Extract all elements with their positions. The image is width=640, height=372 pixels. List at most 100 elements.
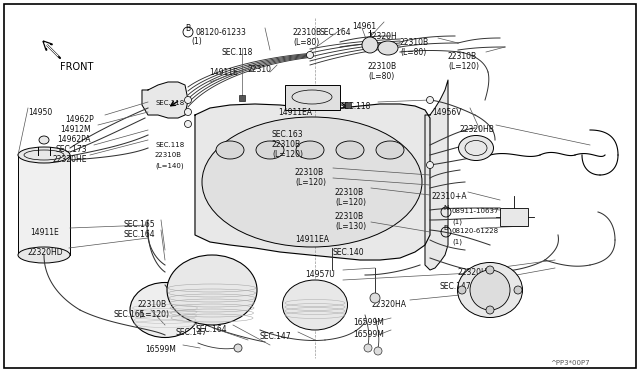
- Text: SEC.163: SEC.163: [272, 130, 303, 139]
- Circle shape: [458, 286, 466, 294]
- Text: SEC.118: SEC.118: [340, 102, 371, 111]
- Text: 14950: 14950: [28, 108, 52, 117]
- Text: SEC.165: SEC.165: [113, 310, 145, 319]
- Ellipse shape: [282, 280, 348, 330]
- Text: 14911EA: 14911EA: [278, 108, 312, 117]
- Text: 14962P: 14962P: [65, 115, 93, 124]
- Ellipse shape: [378, 41, 398, 55]
- Text: 16599M: 16599M: [145, 345, 176, 354]
- Ellipse shape: [216, 141, 244, 159]
- Text: SEC.147: SEC.147: [440, 282, 472, 291]
- Circle shape: [486, 306, 494, 314]
- Text: (L=120): (L=120): [295, 178, 326, 187]
- Text: 22310+A: 22310+A: [432, 192, 468, 201]
- Circle shape: [426, 161, 433, 169]
- Text: 22310B: 22310B: [448, 52, 477, 61]
- Text: 22310B: 22310B: [335, 212, 364, 221]
- Text: SEC.164: SEC.164: [123, 230, 155, 239]
- Circle shape: [184, 121, 191, 128]
- Text: N: N: [444, 205, 449, 211]
- Text: (L=120): (L=120): [272, 150, 303, 159]
- Text: 14912M: 14912M: [60, 125, 91, 134]
- Ellipse shape: [376, 141, 404, 159]
- Text: SEC.173: SEC.173: [55, 145, 86, 154]
- Text: 22310B: 22310B: [335, 188, 364, 197]
- Text: 08911-10637: 08911-10637: [452, 208, 499, 214]
- Text: 22310B: 22310B: [138, 300, 167, 309]
- Bar: [500, 208, 528, 226]
- Circle shape: [486, 266, 494, 274]
- Text: SEC.118: SEC.118: [155, 142, 184, 148]
- Text: (1): (1): [452, 238, 462, 244]
- Text: 22320HA: 22320HA: [372, 300, 407, 309]
- Text: (L=130): (L=130): [335, 222, 366, 231]
- Text: SEC.164: SEC.164: [195, 325, 227, 334]
- Text: 16599M: 16599M: [353, 330, 384, 339]
- Text: (L=120): (L=120): [138, 310, 169, 319]
- Ellipse shape: [458, 135, 493, 160]
- Text: 14911E: 14911E: [209, 68, 237, 77]
- Circle shape: [364, 344, 372, 352]
- Text: 22320HE: 22320HE: [52, 155, 86, 164]
- Ellipse shape: [458, 263, 522, 317]
- Text: SEC.164: SEC.164: [320, 28, 351, 37]
- Circle shape: [184, 109, 191, 115]
- Text: 22320HC: 22320HC: [458, 268, 493, 277]
- Text: FRONT: FRONT: [60, 62, 93, 72]
- Circle shape: [514, 286, 522, 294]
- Bar: [18, 155, 70, 255]
- Text: 14911E: 14911E: [30, 228, 59, 237]
- Circle shape: [374, 347, 382, 355]
- Text: 14957U: 14957U: [305, 270, 335, 279]
- Text: (L=80): (L=80): [293, 38, 319, 47]
- Text: 22320HB: 22320HB: [460, 125, 495, 134]
- Text: 14961: 14961: [352, 22, 376, 31]
- Ellipse shape: [18, 147, 70, 163]
- Bar: [239, 95, 245, 101]
- Text: SEC.147: SEC.147: [260, 332, 292, 341]
- Text: 14962PA: 14962PA: [57, 135, 90, 144]
- Text: SEC.165: SEC.165: [123, 220, 155, 229]
- Text: SEC.118: SEC.118: [222, 48, 253, 57]
- Text: 14956V: 14956V: [432, 108, 461, 117]
- Text: SEC.147: SEC.147: [175, 328, 207, 337]
- Text: 16599M: 16599M: [353, 318, 384, 327]
- Text: (L=120): (L=120): [335, 198, 366, 207]
- Bar: [345, 102, 351, 108]
- Circle shape: [184, 96, 191, 103]
- Polygon shape: [142, 82, 188, 118]
- Ellipse shape: [336, 141, 364, 159]
- Circle shape: [234, 344, 242, 352]
- Text: 22310B: 22310B: [368, 62, 397, 71]
- Ellipse shape: [130, 282, 200, 337]
- Text: 22310B: 22310B: [295, 168, 324, 177]
- Text: 22310: 22310: [247, 65, 271, 74]
- Circle shape: [426, 96, 433, 103]
- Circle shape: [370, 293, 380, 303]
- Circle shape: [470, 270, 510, 310]
- Text: 08120-61228: 08120-61228: [452, 228, 499, 234]
- Ellipse shape: [256, 141, 284, 159]
- Text: 22310B: 22310B: [155, 152, 182, 158]
- Text: B: B: [186, 23, 191, 32]
- Ellipse shape: [296, 141, 324, 159]
- Text: (1): (1): [191, 37, 202, 46]
- Text: 22310B: 22310B: [272, 140, 301, 149]
- Text: SEC.140: SEC.140: [333, 248, 365, 257]
- Circle shape: [362, 37, 378, 53]
- Ellipse shape: [202, 117, 422, 247]
- Bar: [285, 85, 340, 110]
- Text: (1): (1): [452, 218, 462, 224]
- Text: 08120-61233: 08120-61233: [196, 28, 247, 37]
- Text: B: B: [444, 225, 449, 231]
- Ellipse shape: [39, 136, 49, 144]
- Polygon shape: [195, 104, 430, 260]
- Ellipse shape: [167, 255, 257, 325]
- Text: (L=140): (L=140): [155, 162, 184, 169]
- Text: (L=80): (L=80): [400, 48, 426, 57]
- Polygon shape: [425, 80, 448, 270]
- Text: 22320H: 22320H: [368, 32, 397, 41]
- Ellipse shape: [18, 247, 70, 263]
- Text: 14911EA: 14911EA: [295, 235, 329, 244]
- Text: 22320HD: 22320HD: [27, 248, 63, 257]
